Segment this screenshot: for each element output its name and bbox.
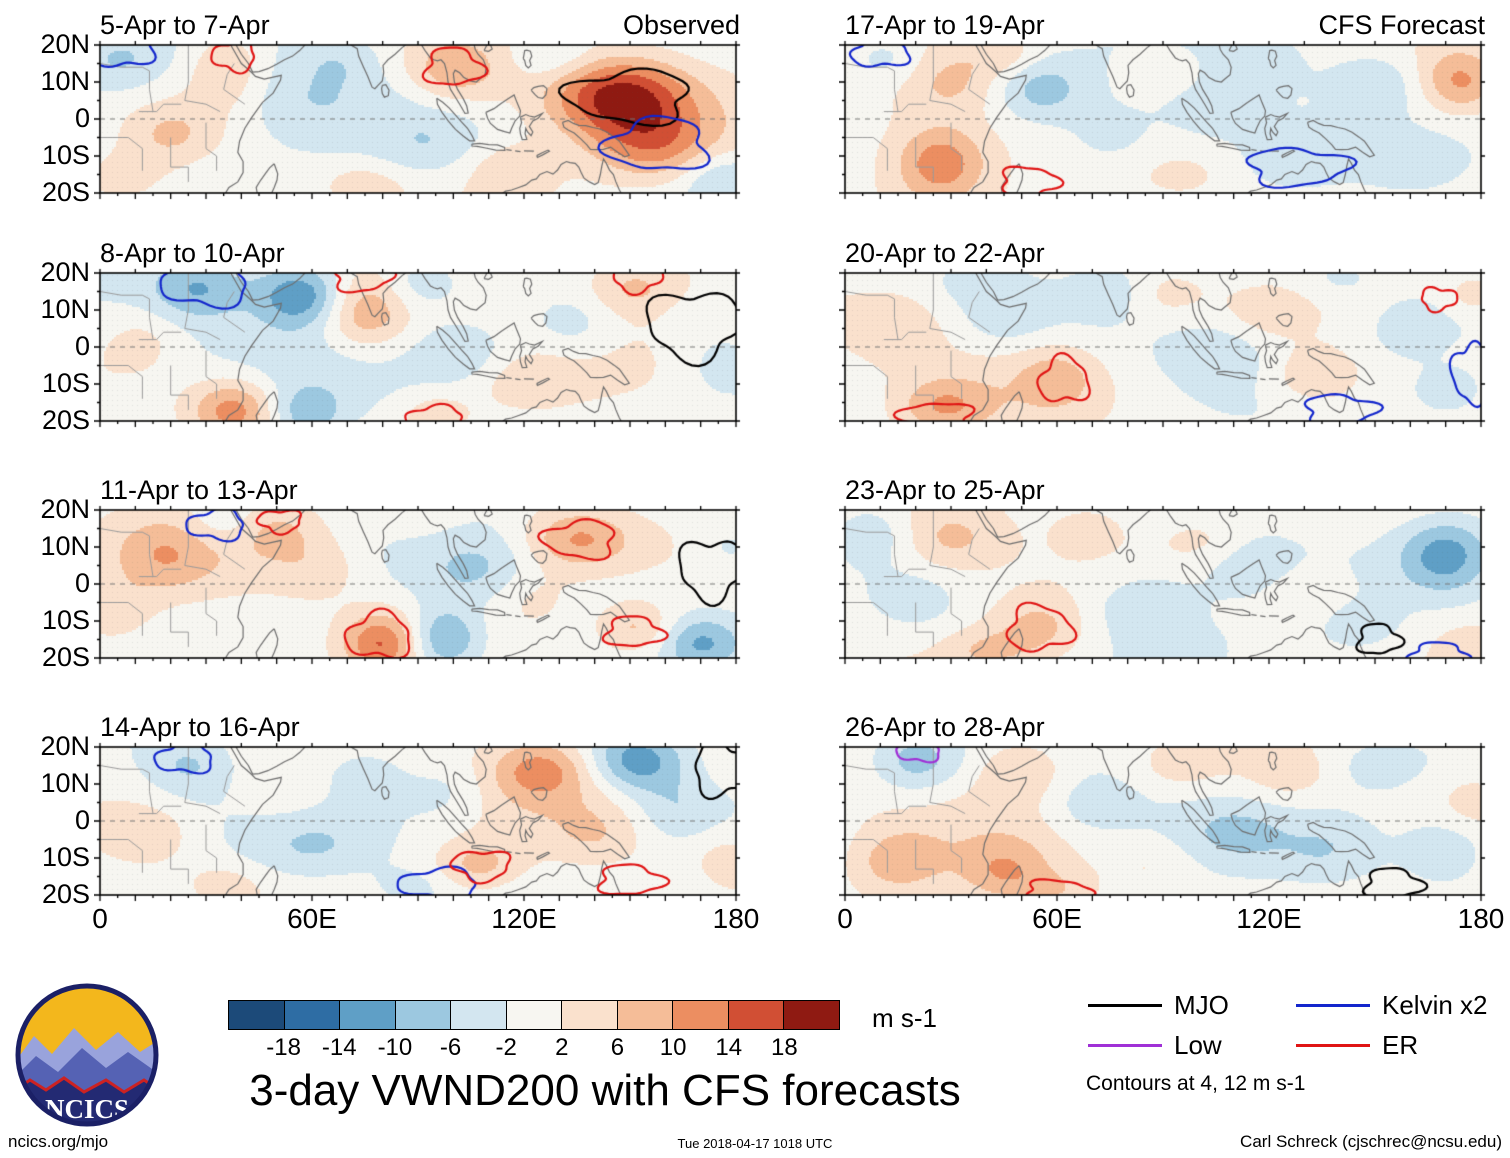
map-canvas	[94, 742, 742, 902]
y-axis-tick-label: 20S	[41, 879, 90, 909]
colorbar-segment	[617, 1001, 674, 1029]
colorbar-segment	[784, 1001, 840, 1029]
panel-26-apr-to-28-apr: 26-Apr to 28-Apr 0 60E 120E 180	[837, 704, 1504, 934]
colorbar-tick-label: 18	[771, 1034, 798, 1061]
x-axis-tick-label: 120E	[491, 903, 557, 934]
x-axis-tick-label: 120E	[1236, 903, 1302, 934]
colorbar-unit-label: m s-1	[872, 1003, 937, 1033]
colorbar-tick-label: 14	[715, 1034, 743, 1061]
y-axis-tick-label: 0	[74, 805, 90, 835]
colorbar-segment	[506, 1001, 563, 1029]
x-axis-tick-label: 0	[92, 903, 108, 934]
colorbar-segment	[284, 1001, 341, 1029]
colorbar-segment	[229, 1001, 285, 1029]
legend-label-er: ER	[1382, 1030, 1419, 1060]
colorbar-tick-label: -18	[266, 1034, 301, 1061]
y-axis-tick-label: 10N	[40, 768, 90, 798]
x-axis-tick-label: 60E	[287, 903, 337, 934]
x-axis-tick-label: 60E	[1032, 903, 1082, 934]
panel-20-apr-to-22-apr: 20-Apr to 22-Apr	[839, 230, 1487, 428]
y-axis-tick-label: 10N	[40, 66, 90, 96]
colorbar-segment	[673, 1001, 729, 1029]
map-canvas	[94, 268, 742, 428]
map-canvas	[94, 40, 742, 200]
y-axis-tick-label: 20S	[41, 642, 90, 672]
legend-label-mjo: MJO	[1174, 990, 1229, 1020]
panel-23-apr-to-25-apr: 23-Apr to 25-Apr	[839, 467, 1487, 665]
panel-17-apr-to-19-apr: 17-Apr to 19-Apr CFS Forecast	[839, 2, 1487, 200]
map-canvas	[839, 268, 1487, 428]
panel-title: 14-Apr to 16-Apr	[100, 712, 300, 742]
y-axis-tick-label: 10N	[40, 294, 90, 324]
panel-title: 5-Apr to 7-Apr	[100, 10, 270, 40]
colorbar	[228, 1000, 840, 1030]
panel-title: 8-Apr to 10-Apr	[100, 238, 285, 268]
footer-site-url: ncics.org/mjo	[8, 1132, 109, 1151]
panel-column-annotation: CFS Forecast	[1318, 10, 1485, 40]
y-axis-tick-label: 20N	[40, 257, 90, 287]
colorbar-segment	[562, 1001, 618, 1029]
y-axis-tick-label: 20N	[40, 731, 90, 761]
kelvin-line-swatch	[1296, 1004, 1370, 1007]
colorbar-segment	[340, 1001, 396, 1029]
colorbar-tick-label: -10	[377, 1034, 413, 1061]
colorbar-tick-labels: -18 -14 -10 -6 -2 2 6 10 14 18	[228, 1034, 840, 1062]
colorbar-tick-label: -6	[439, 1034, 462, 1061]
map-canvas	[839, 505, 1487, 665]
y-axis-tick-label: 10S	[41, 842, 90, 872]
panel-title: 23-Apr to 25-Apr	[845, 475, 1045, 505]
y-axis-tick-label: 20S	[41, 405, 90, 435]
low-line-swatch	[1088, 1044, 1162, 1047]
y-axis-tick-label: 0	[74, 568, 90, 598]
panel-title: 11-Apr to 13-Apr	[100, 475, 298, 505]
legend-label-low: Low	[1174, 1030, 1222, 1060]
y-axis-tick-label: 10N	[40, 531, 90, 561]
colorbar-tick-label: 2	[555, 1034, 569, 1061]
y-axis-tick-label: 10S	[41, 605, 90, 635]
colorbar-tick-label: -2	[495, 1034, 517, 1061]
panel-14-apr-to-16-apr: 14-Apr to 16-Apr 20N 10N 0 10S 20S 0 60E 120E 180	[40, 704, 759, 934]
y-axis-tick-label: 0	[74, 331, 90, 361]
panel-title: 20-Apr to 22-Apr	[845, 238, 1045, 268]
panel-11-apr-to-13-apr: 11-Apr to 13-Apr 20N 10N 0 10S 20S	[40, 467, 742, 672]
er-line-swatch	[1296, 1044, 1370, 1047]
colorbar-tick-label: -14	[321, 1034, 357, 1061]
colorbar-tick-label: 6	[610, 1034, 625, 1061]
y-axis-tick-label: 0	[74, 103, 90, 133]
contour-levels-note: Contours at 4, 12 m s-1	[1086, 1072, 1306, 1095]
map-canvas	[839, 40, 1487, 200]
panel-title: 17-Apr to 19-Apr	[845, 10, 1045, 40]
legend-label-kelvin: Kelvin x2	[1382, 990, 1488, 1020]
colorbar-segment	[728, 1001, 785, 1029]
y-axis-tick-label: 10S	[41, 140, 90, 170]
map-canvas	[94, 505, 742, 665]
y-axis-tick-label: 20S	[41, 177, 90, 207]
footer-timestamp: Tue 2018-04-17 1018 UTC	[677, 1136, 833, 1151]
x-axis-tick-label: 0	[837, 903, 853, 934]
colorbar-segment	[395, 1001, 452, 1029]
y-axis-tick-label: 10S	[41, 368, 90, 398]
panel-column-annotation: Observed	[622, 10, 740, 40]
panel-5-apr-to-7-apr: 5-Apr to 7-Apr Observed 20N 10N 0 10S 20S	[40, 2, 742, 207]
y-axis-tick-label: 20N	[40, 29, 90, 59]
colorbar-segment	[451, 1001, 507, 1029]
x-axis-tick-label: 180	[1457, 903, 1505, 934]
x-axis-tick-label: 180	[712, 903, 760, 934]
panel-title: 26-Apr to 28-Apr	[845, 712, 1045, 742]
panel-8-apr-to-10-apr: 8-Apr to 10-Apr 20N 10N 0 10S 20S	[40, 230, 742, 435]
y-axis-tick-label: 20N	[40, 494, 90, 524]
ncics-logo: NCICS	[15, 983, 159, 1127]
colorbar-tick-label: 10	[659, 1034, 687, 1061]
mjo-line-swatch	[1088, 1004, 1162, 1007]
footer-credit: Carl Schreck (cjschrec@ncsu.edu)	[1240, 1132, 1502, 1151]
figure-title: 3-day VWND200 with CFS forecasts	[249, 1066, 961, 1115]
map-canvas	[839, 742, 1487, 902]
